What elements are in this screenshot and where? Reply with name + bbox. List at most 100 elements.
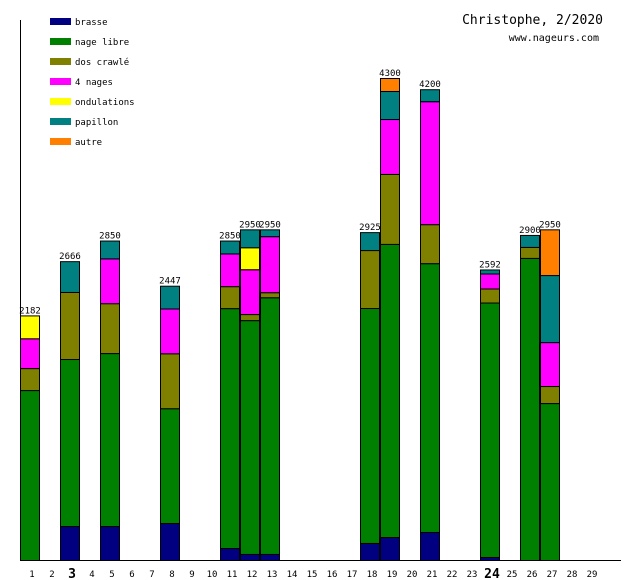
legend-swatch-dos-crawlé xyxy=(50,58,71,65)
bar-segment-papillon xyxy=(420,89,440,103)
chart-title: Christophe, 2/2020 xyxy=(462,13,603,28)
x-tick-label: 22 xyxy=(447,570,458,580)
x-tick-label: 13 xyxy=(267,570,278,580)
bar-segment-dos-crawlé xyxy=(220,286,240,310)
bar-segment-dos-crawlé xyxy=(60,291,80,361)
x-tick-label: 27 xyxy=(547,570,558,580)
bar-total-label: 2182 xyxy=(19,306,41,316)
bar-segment-4-nages xyxy=(540,342,560,388)
x-tick-label: 23 xyxy=(467,570,478,580)
bar-segment-nage-libre xyxy=(480,302,500,558)
bar-segment-4-nages xyxy=(160,308,180,355)
x-tick-label: 6 xyxy=(129,570,134,580)
bar-total-label: 2950 xyxy=(239,220,261,230)
bar-total-label: 2850 xyxy=(219,232,241,242)
x-tick-label: 8 xyxy=(169,570,174,580)
bar-segment-nage-libre xyxy=(100,353,120,528)
bar-segment-nage-libre xyxy=(360,308,380,544)
bar-segment-ondulations xyxy=(240,247,260,271)
bar-segment-dos-crawlé xyxy=(480,288,500,304)
bar-day-13: 2950 xyxy=(259,220,281,561)
bar-segment-papillon xyxy=(520,234,540,248)
bar-day-19: 4300 xyxy=(379,69,401,562)
bar-day-12: 2950 xyxy=(239,220,261,561)
x-tick-label: 19 xyxy=(387,570,398,580)
legend-swatch-nage-libre xyxy=(50,38,71,45)
legend-label: papillon xyxy=(75,118,118,128)
bar-segment-4-nages xyxy=(240,269,260,316)
bar-segment-papillon xyxy=(100,240,120,260)
bar-day-8: 2447 xyxy=(159,277,181,561)
x-tick-label: 5 xyxy=(109,570,114,580)
bar-segment-brasse xyxy=(360,542,380,561)
bar-segment-dos-crawlé xyxy=(100,303,120,355)
legend-swatch-papillon xyxy=(50,118,71,125)
bar-segment-brasse xyxy=(420,531,440,562)
bar-segment-brasse xyxy=(100,526,120,562)
bar-segment-papillon xyxy=(60,261,80,293)
bar-day-3: 2666 xyxy=(59,252,81,562)
bar-day-26: 2900 xyxy=(519,226,541,561)
bar-total-label: 2950 xyxy=(259,220,281,230)
bar-segment-nage-libre xyxy=(220,308,240,550)
bar-segment-nage-libre xyxy=(380,243,400,539)
bar-total-label: 2900 xyxy=(519,226,541,236)
bar-day-24: 2592 xyxy=(479,260,501,562)
legend-label: ondulations xyxy=(75,98,135,108)
bar-day-1: 2182 xyxy=(19,306,41,562)
x-tick-label: 24 xyxy=(484,567,500,580)
legend: brasse nage libre dos crawlé 4 nages ondulat… xyxy=(50,18,135,148)
bar-segment-dos-crawlé xyxy=(420,224,440,265)
bar-segment-nage-libre xyxy=(240,320,260,555)
chart-subtitle: www.nageurs.com xyxy=(509,33,599,44)
x-tick-label: 3 xyxy=(68,567,76,580)
x-tick-label: 7 xyxy=(149,570,154,580)
bar-segment-papillon xyxy=(540,275,560,344)
bar-segment-nage-libre xyxy=(540,403,560,561)
bar-segment-4-nages xyxy=(420,101,440,226)
bar-segment-brasse xyxy=(60,526,80,562)
bar-segment-4-nages xyxy=(480,273,500,290)
bar-segment-nage-libre xyxy=(420,263,440,533)
bar-day-18: 2925 xyxy=(359,223,381,561)
bar-segment-papillon xyxy=(260,229,280,238)
x-tick-label: 15 xyxy=(307,570,318,580)
bar-day-5: 2850 xyxy=(99,232,121,562)
legend-swatch-ondulations xyxy=(50,98,71,105)
bar-segment-autre xyxy=(380,78,400,93)
x-tick-label: 21 xyxy=(427,570,438,580)
legend-label: nage libre xyxy=(75,38,129,48)
bar-segment-dos-crawlé xyxy=(540,386,560,405)
bar-day-27: 2950 xyxy=(539,220,561,561)
bar-segment-dos-crawlé xyxy=(240,314,260,322)
bar-total-label: 2925 xyxy=(359,223,381,233)
bar-segment-brasse xyxy=(220,548,240,561)
x-tick-label: 11 xyxy=(227,570,238,580)
bar-segment-4-nages xyxy=(220,253,240,288)
bar-total-label: 2447 xyxy=(159,277,181,287)
bar-segment-4-nages xyxy=(100,258,120,305)
bar-segment-nage-libre xyxy=(520,257,540,561)
bar-total-label: 4300 xyxy=(379,69,401,79)
x-tick-label: 17 xyxy=(347,570,358,580)
x-tick-label: 14 xyxy=(287,570,298,580)
bar-total-label: 2592 xyxy=(479,260,501,270)
legend-swatch-brasse xyxy=(50,18,71,25)
x-tick-labels: 1 2 3 4 5 6 7 8 9 10 11 12 13 14 15 16 17 18 19 20 21 22 23 24 2… xyxy=(29,567,597,580)
bar-segment-dos-crawlé xyxy=(260,292,280,299)
bar-segment-autre xyxy=(540,229,560,277)
legend-label: brasse xyxy=(75,18,108,28)
bar-segment-papillon xyxy=(240,229,260,249)
x-tick-label: 2 xyxy=(49,570,54,580)
x-tick-label: 16 xyxy=(327,570,338,580)
x-tick-label: 9 xyxy=(189,570,194,580)
bar-segment-dos-crawlé xyxy=(520,246,540,259)
bar-day-21: 4200 xyxy=(419,80,441,562)
bar-segment-dos-crawlé xyxy=(360,250,380,310)
x-tick-label: 25 xyxy=(507,570,518,580)
bar-segment-dos-crawlé xyxy=(160,353,180,410)
x-tick-label: 4 xyxy=(89,570,94,580)
legend-label: autre xyxy=(75,138,102,148)
